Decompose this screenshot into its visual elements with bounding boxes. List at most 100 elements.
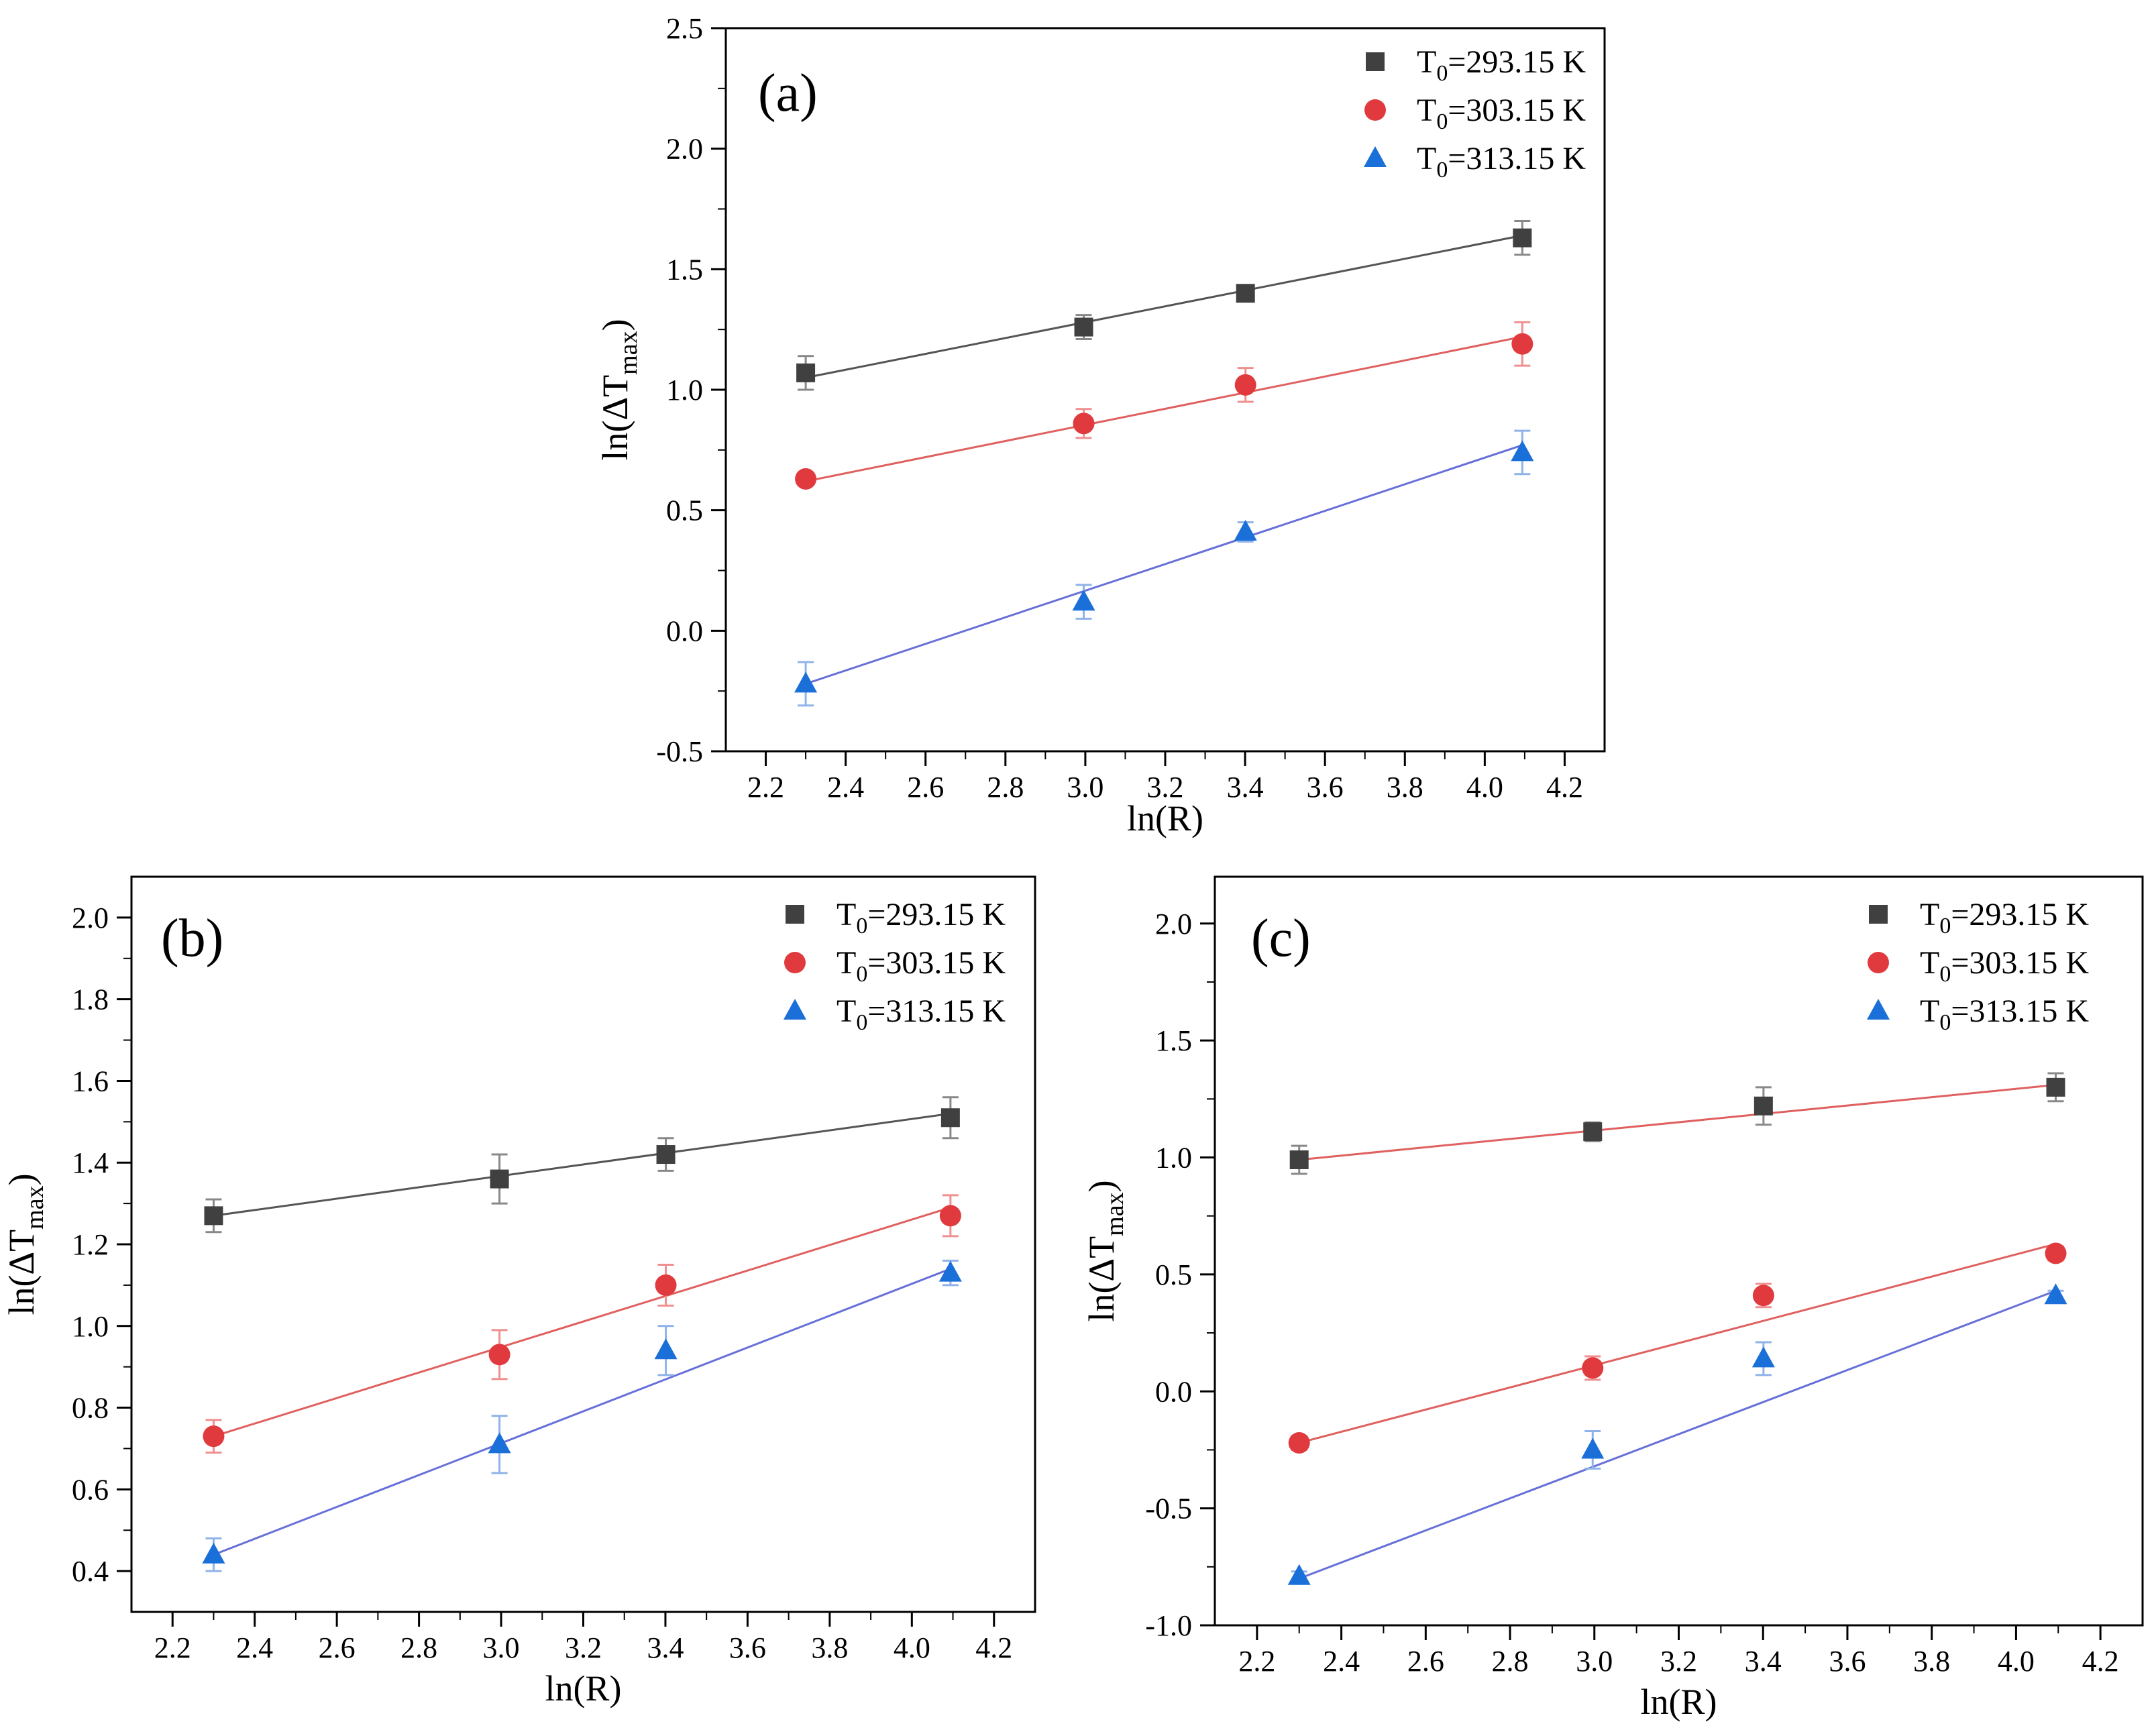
legend-marker bbox=[784, 952, 806, 973]
x-tick-label: 3.2 bbox=[1147, 771, 1184, 804]
legend-label: T0=293.15 K bbox=[837, 897, 1006, 938]
y-tick-label: 0.0 bbox=[1155, 1375, 1192, 1408]
data-point bbox=[1513, 228, 1532, 248]
legend-label: T0=313.15 K bbox=[837, 993, 1006, 1035]
fit-line bbox=[1299, 1289, 2057, 1580]
x-tick-label: 4.0 bbox=[894, 1631, 930, 1664]
data-point bbox=[1287, 1564, 1311, 1585]
series-1 bbox=[796, 219, 1532, 391]
x-tick-label: 3.4 bbox=[647, 1631, 684, 1664]
x-tick-label: 2.4 bbox=[1323, 1645, 1360, 1678]
legend-marker bbox=[786, 905, 804, 924]
y-tick-label: 1.5 bbox=[1155, 1024, 1192, 1057]
data-point bbox=[1511, 333, 1533, 355]
fit-line bbox=[1299, 1243, 2056, 1444]
y-tick-label: 0.8 bbox=[72, 1392, 109, 1425]
plot-frame bbox=[130, 875, 1036, 1613]
data-point bbox=[1289, 1150, 1309, 1169]
data-point bbox=[1073, 413, 1095, 435]
x-tick-label: 2.2 bbox=[1238, 1645, 1275, 1678]
y-tick-label: 1.2 bbox=[72, 1228, 109, 1261]
x-tick-label: 3.0 bbox=[483, 1631, 520, 1664]
data-point bbox=[1236, 284, 1255, 303]
data-point bbox=[202, 1542, 225, 1564]
data-point bbox=[204, 1206, 223, 1226]
y-tick-label: 1.5 bbox=[666, 253, 703, 286]
legend-marker bbox=[1366, 52, 1385, 71]
legend-marker bbox=[784, 999, 806, 1020]
x-tick-label: 2.8 bbox=[987, 771, 1024, 804]
y-tick-label: -0.5 bbox=[1145, 1493, 1192, 1525]
legend-label: T0=303.15 K bbox=[1920, 945, 2089, 987]
y-tick-label: 1.4 bbox=[72, 1146, 109, 1179]
series-3 bbox=[1287, 1283, 2067, 1585]
data-point bbox=[1288, 1431, 1310, 1454]
panel-a: 2.2 2.4 2.6 2.8 3.0 3.2 3.4 3.6 3.8 4.0 4.2 -0.5 0.0… bbox=[595, 12, 1606, 838]
data-point bbox=[488, 1344, 510, 1366]
data-point bbox=[939, 1205, 961, 1227]
fit-line bbox=[213, 1268, 951, 1556]
legend-label: T0=293.15 K bbox=[1920, 897, 2089, 938]
data-point bbox=[1072, 590, 1095, 611]
legend-label: T0=313.15 K bbox=[1417, 141, 1586, 182]
series-2 bbox=[1288, 1242, 2067, 1454]
y-tick-label: 1.8 bbox=[72, 983, 109, 1016]
x-tick-label: 2.4 bbox=[236, 1631, 273, 1664]
y-tick-label: -0.5 bbox=[656, 735, 703, 768]
x-tick-label: 2.6 bbox=[907, 771, 944, 804]
x-tick-label: 3.0 bbox=[1576, 1645, 1613, 1678]
legend-marker bbox=[1868, 952, 1889, 973]
data-point bbox=[795, 468, 817, 490]
x-tick-label: 3.8 bbox=[1387, 771, 1423, 804]
series-1 bbox=[1289, 1072, 2065, 1175]
x-axis-label: ln(R) bbox=[1127, 798, 1203, 838]
y-tick-label: 2.0 bbox=[666, 133, 703, 166]
y-tick-label: 2.0 bbox=[72, 902, 109, 934]
legend-label: T0=303.15 K bbox=[1417, 93, 1586, 134]
y-tick-label: 1.0 bbox=[1155, 1142, 1192, 1175]
x-tick-label: 3.6 bbox=[729, 1631, 766, 1664]
series-3 bbox=[202, 1259, 962, 1572]
fit-line bbox=[805, 234, 1523, 379]
data-point bbox=[938, 1260, 962, 1282]
panel-b: 2.2 2.4 2.6 2.8 3.0 3.2 3.4 3.6 3.8 4.0 4.2 0.4 0.6 0… bbox=[1, 875, 1036, 1708]
data-point bbox=[490, 1169, 509, 1189]
x-axis-label: ln(R) bbox=[545, 1668, 622, 1708]
y-tick-label: 2.0 bbox=[1155, 908, 1192, 940]
x-tick-label: 2.6 bbox=[319, 1631, 356, 1664]
panel-label: (c) bbox=[1251, 909, 1311, 968]
x-tick-label: 2.8 bbox=[400, 1631, 437, 1664]
panel-c: 2.2 2.4 2.6 2.8 3.0 3.2 3.4 3.6 3.8 4.0 4.2 -1.0 -0.… bbox=[1081, 875, 2144, 1722]
x-tick-label: 2.2 bbox=[747, 771, 784, 804]
x-tick-label: 3.4 bbox=[1745, 1645, 1782, 1678]
fit-line bbox=[1299, 1083, 2056, 1161]
series-2 bbox=[203, 1194, 961, 1454]
panel-label: (b) bbox=[161, 909, 223, 968]
x-tick-label: 4.2 bbox=[975, 1631, 1012, 1664]
x-tick-label: 2.2 bbox=[154, 1631, 191, 1664]
y-axis-label: ln(ΔTmax) bbox=[595, 319, 643, 460]
x-tick-label: 3.6 bbox=[1307, 771, 1344, 804]
data-point bbox=[654, 1338, 678, 1360]
x-tick-label: 3.2 bbox=[565, 1631, 602, 1664]
x-tick-label: 4.2 bbox=[2082, 1645, 2119, 1678]
y-tick-label: -1.0 bbox=[1145, 1609, 1192, 1642]
x-tick-label: 2.4 bbox=[827, 771, 864, 804]
data-point bbox=[1234, 520, 1257, 541]
y-tick-label: 1.0 bbox=[666, 374, 703, 406]
data-point bbox=[794, 671, 818, 693]
data-point bbox=[656, 1145, 676, 1164]
legend-marker bbox=[1364, 99, 1386, 121]
x-tick-label: 3.8 bbox=[1913, 1645, 1950, 1678]
x-tick-label: 3.6 bbox=[1829, 1645, 1866, 1678]
series-1 bbox=[204, 1096, 960, 1234]
data-point bbox=[940, 1108, 960, 1128]
data-point bbox=[796, 363, 816, 382]
data-point bbox=[1583, 1122, 1603, 1142]
fit-line bbox=[805, 335, 1523, 483]
data-point bbox=[1074, 317, 1093, 337]
fit-line bbox=[213, 1112, 951, 1217]
data-point bbox=[1234, 374, 1256, 396]
x-tick-label: 3.4 bbox=[1227, 771, 1264, 804]
